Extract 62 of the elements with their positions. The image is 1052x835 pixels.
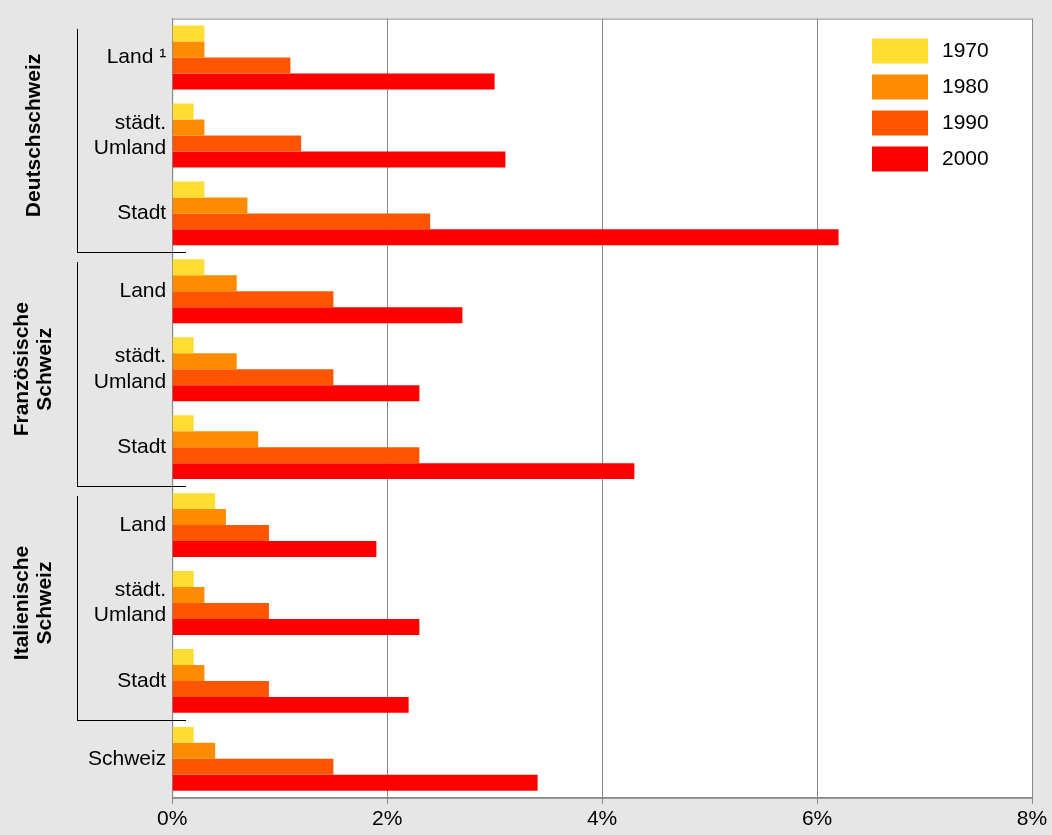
text: Französische Schweiz xyxy=(9,302,56,437)
legend-label: 2000 xyxy=(942,146,989,170)
x-tick-label: 6% xyxy=(801,806,833,830)
bar xyxy=(172,307,463,324)
bar xyxy=(172,415,194,432)
x-tick-label: 4% xyxy=(586,806,618,830)
bar xyxy=(172,463,635,480)
bar xyxy=(172,758,334,775)
bar xyxy=(172,680,269,697)
bar xyxy=(172,291,334,308)
bar xyxy=(172,275,237,292)
legend-label: 1990 xyxy=(942,110,989,134)
bar xyxy=(172,525,269,542)
bar xyxy=(172,25,205,42)
bar xyxy=(172,151,506,168)
bar xyxy=(172,774,538,791)
bar xyxy=(172,618,420,635)
bar xyxy=(172,664,205,681)
bar xyxy=(172,742,216,759)
y-tick-label: Stadt xyxy=(117,433,167,457)
bar xyxy=(172,369,334,386)
y-tick-label: Land xyxy=(119,278,167,302)
y-tick-label: Stadt xyxy=(117,667,167,691)
bar xyxy=(172,541,377,558)
x-tick-label: 8% xyxy=(1016,806,1048,830)
bar xyxy=(172,431,259,448)
bar xyxy=(172,337,194,354)
bar xyxy=(172,213,431,230)
y-tick-label: städt. Umland xyxy=(93,577,167,626)
y-tick-label: Schweiz xyxy=(87,745,167,769)
legend-label: 1980 xyxy=(942,74,989,98)
bar xyxy=(172,103,194,120)
bar xyxy=(172,353,237,370)
y-tick-label: Stadt xyxy=(117,200,167,224)
bar xyxy=(172,447,420,464)
x-tick-label: 0% xyxy=(157,806,188,830)
bar xyxy=(172,181,205,198)
bar xyxy=(172,385,420,402)
y-tick-label: Land xyxy=(119,511,167,535)
bar xyxy=(172,509,226,526)
bar xyxy=(172,73,495,90)
bar xyxy=(172,135,302,152)
bar xyxy=(172,648,194,665)
bar xyxy=(172,41,205,58)
y-tick-label: Land ¹ xyxy=(106,44,167,68)
legend-label: 1970 xyxy=(942,38,989,62)
bar xyxy=(172,571,194,588)
text: Italienische Schweiz xyxy=(9,545,56,661)
bar xyxy=(172,229,839,246)
bar xyxy=(172,603,269,619)
y-tick-label: städt. Umland xyxy=(93,109,167,158)
bar xyxy=(172,259,205,276)
bar xyxy=(172,197,248,214)
bar xyxy=(172,726,194,743)
bar xyxy=(172,119,205,136)
bar xyxy=(172,587,205,603)
bar xyxy=(172,696,409,713)
x-tick-label: 2% xyxy=(371,806,403,830)
bar xyxy=(172,57,291,74)
bar xyxy=(172,493,216,510)
y-tick-label: städt. Umland xyxy=(93,343,167,392)
text: Deutschschweiz xyxy=(20,53,44,218)
